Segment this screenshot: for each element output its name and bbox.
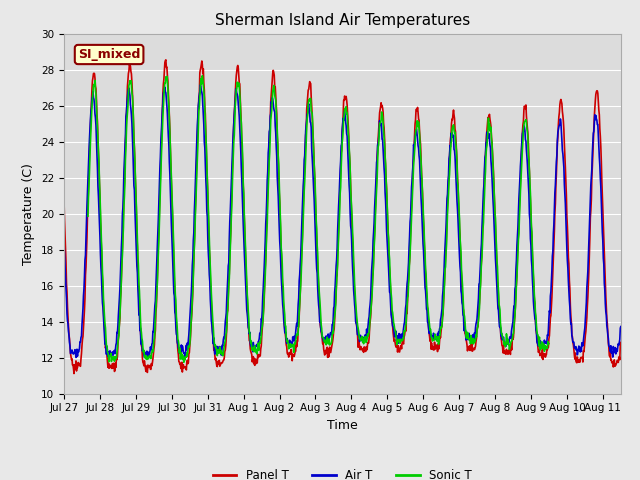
Panel T xyxy=(70,371,78,376)
Air T xyxy=(598,199,605,205)
Line: Air T: Air T xyxy=(64,85,621,358)
Panel T xyxy=(598,159,605,165)
Air T xyxy=(617,324,625,329)
Panel T xyxy=(66,336,74,342)
Panel T xyxy=(60,197,68,203)
Air T xyxy=(72,355,80,360)
Air T xyxy=(506,334,514,340)
Line: Panel T: Panel T xyxy=(64,60,621,373)
Title: Sherman Island Air Temperatures: Sherman Island Air Temperatures xyxy=(215,13,470,28)
Panel T xyxy=(375,119,383,124)
Panel T xyxy=(159,90,166,96)
Panel T xyxy=(207,279,214,285)
Sonic T xyxy=(374,144,382,150)
Air T xyxy=(375,131,383,137)
Air T xyxy=(207,297,214,302)
Sonic T xyxy=(159,126,166,132)
Air T xyxy=(60,239,68,245)
Panel T xyxy=(617,339,625,345)
Y-axis label: Temperature (C): Temperature (C) xyxy=(22,163,35,264)
Panel T xyxy=(506,349,514,355)
Air T xyxy=(66,339,74,345)
Air T xyxy=(159,100,166,106)
Text: SI_mixed: SI_mixed xyxy=(78,48,140,61)
Legend: Panel T, Air T, Sonic T: Panel T, Air T, Sonic T xyxy=(208,464,477,480)
Sonic T xyxy=(505,341,513,347)
Panel T xyxy=(162,57,170,63)
Line: Sonic T: Sonic T xyxy=(88,76,549,362)
Air T xyxy=(196,82,204,88)
X-axis label: Time: Time xyxy=(327,419,358,432)
Sonic T xyxy=(205,236,213,242)
